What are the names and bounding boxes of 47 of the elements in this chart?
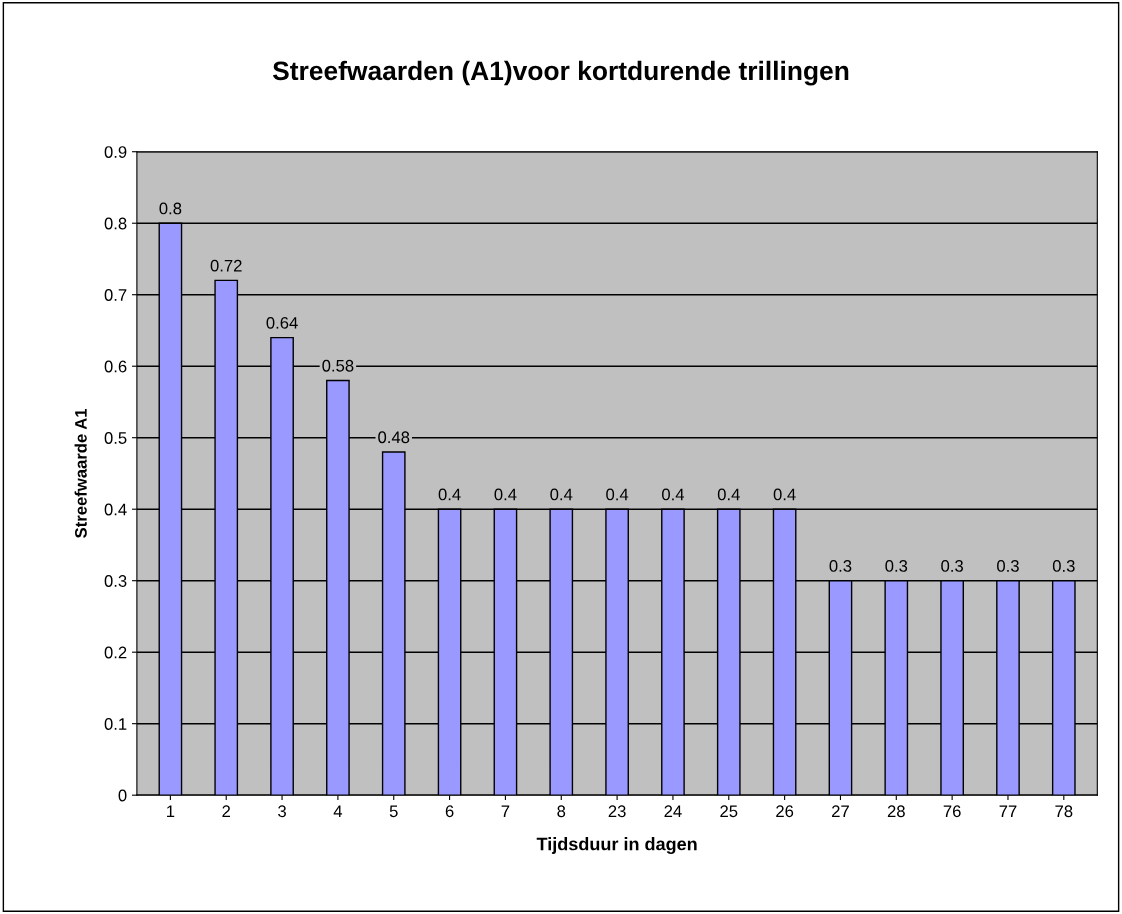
x-tick-label: 25	[720, 805, 738, 818]
x-tick-label: 28	[887, 805, 905, 818]
y-axis-title: Streefwaarde A1	[74, 408, 87, 538]
data-label: 0.4	[494, 488, 517, 501]
data-label: 0.3	[829, 560, 852, 572]
y-tick-label: 0.1	[104, 718, 127, 730]
data-label: 0.3	[1052, 560, 1075, 572]
data-label: 0.4	[438, 488, 461, 501]
x-tick-label: 24	[664, 805, 682, 817]
x-tick-label: 78	[1055, 805, 1073, 818]
x-tick-label: 2	[222, 805, 231, 817]
x-tick-label: 27	[832, 805, 849, 817]
data-label: 0.64	[266, 316, 298, 329]
x-tick-label: 6	[445, 805, 454, 818]
data-label: 0.4	[550, 488, 573, 501]
y-tick-label: 0.4	[104, 503, 127, 516]
x-tick-label: 1	[167, 805, 175, 817]
data-label: 0.72	[210, 259, 242, 272]
y-tick-label: 0.2	[104, 646, 127, 659]
data-label: 0.8	[159, 202, 182, 215]
data-label: 0.3	[885, 560, 908, 572]
y-tick-label: 0.8	[104, 217, 127, 230]
y-tick-label: 0.9	[104, 146, 127, 158]
y-tick-label: 0.5	[104, 432, 127, 444]
data-label: 0.58	[322, 359, 354, 372]
x-tick-label: 23	[608, 805, 626, 818]
data-label: 0.3	[997, 560, 1019, 572]
x-axis-title: Tijdsduur in dagen	[536, 837, 697, 855]
data-label: 0.48	[378, 431, 410, 444]
data-label: 0.4	[662, 488, 685, 501]
x-tick-label: 8	[557, 805, 566, 818]
x-tick-label: 3	[278, 805, 286, 818]
x-tick-label: 26	[776, 805, 794, 818]
y-tick-label: 0.7	[104, 289, 127, 301]
y-tick-label: 0.6	[104, 360, 127, 373]
chart-title: Streefwaarden (A1)voor kortdurende trillingen	[272, 60, 849, 86]
x-tick-label: 4	[333, 805, 343, 817]
x-tick-label: 7	[501, 805, 510, 817]
x-tick-label: 76	[943, 805, 961, 818]
y-tick-label: 0.3	[104, 575, 127, 587]
data-label: 0.3	[941, 560, 963, 572]
data-label: 0.4	[606, 488, 629, 501]
y-tick-label: 0	[118, 789, 127, 802]
x-tick-label: 5	[389, 805, 398, 818]
data-label: 0.4	[717, 488, 740, 501]
x-tick-label: 77	[999, 805, 1017, 817]
data-label: 0.4	[773, 488, 796, 501]
